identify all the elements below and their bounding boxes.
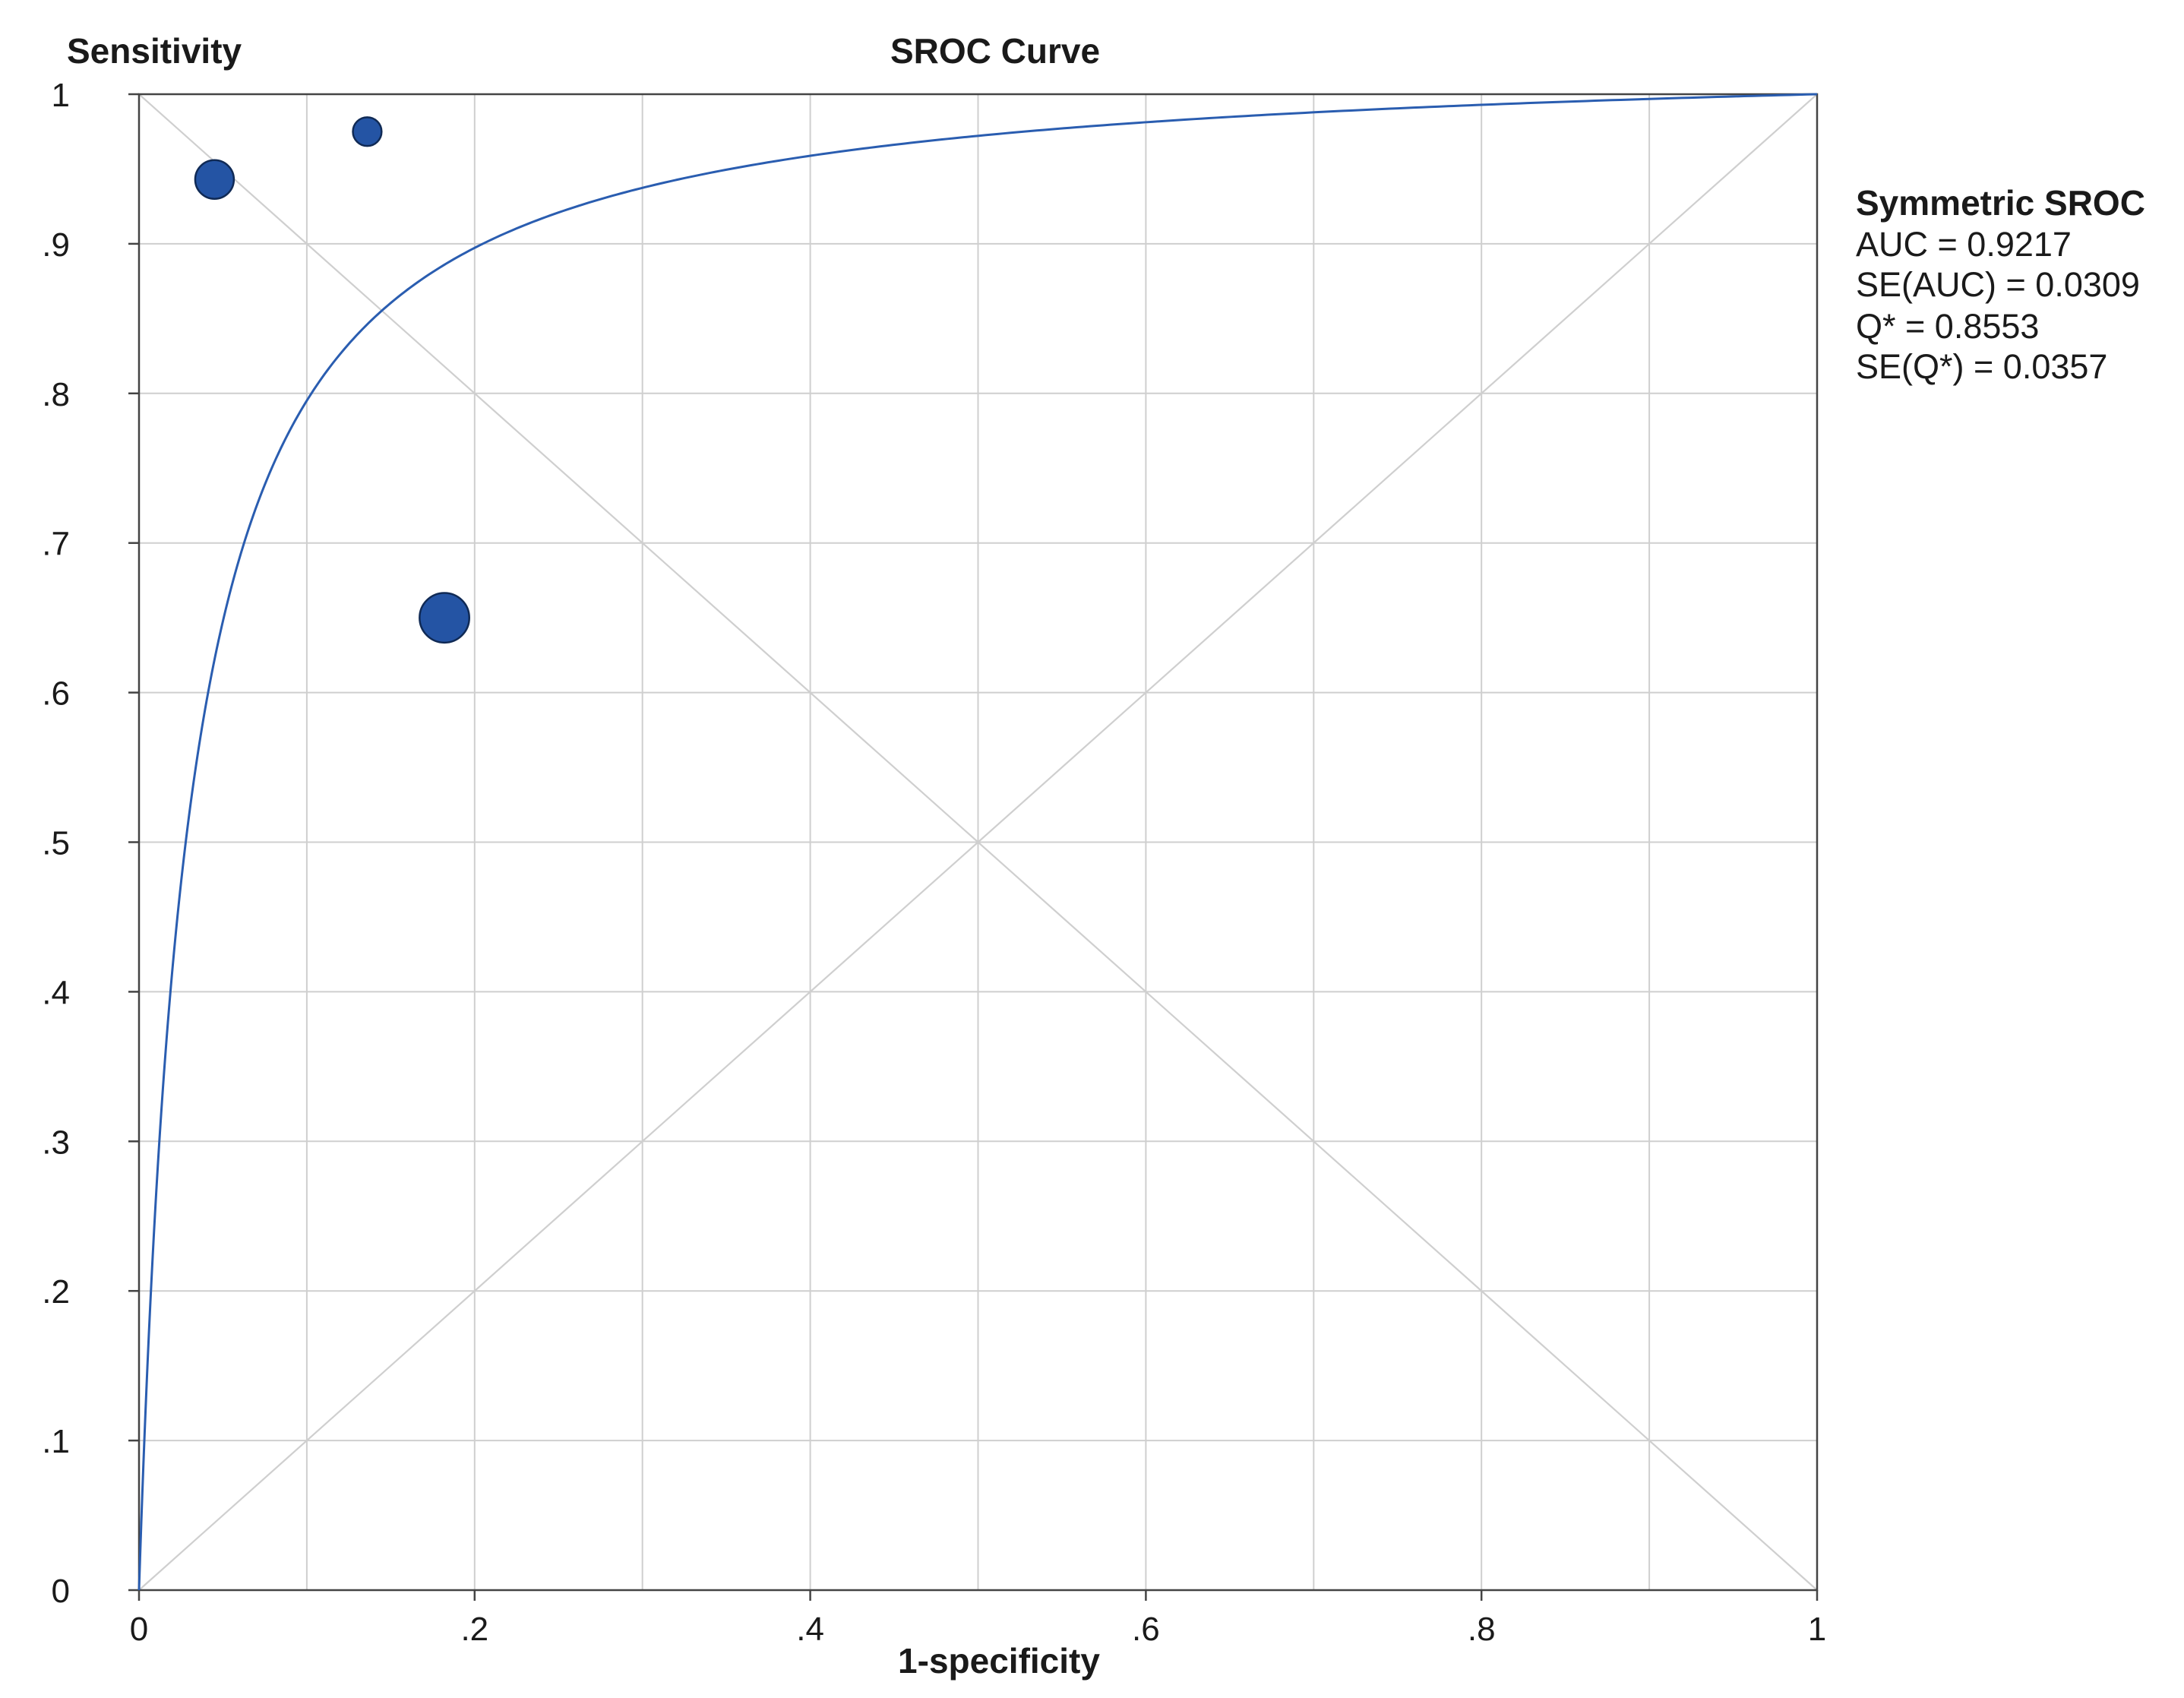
- sroc-curve: [137, 93, 1818, 1590]
- study-points: [194, 116, 470, 644]
- y-tick-label: .5: [42, 825, 70, 862]
- legend-auc: AUC = 0.9217: [1856, 225, 2072, 264]
- y-tick-label: .2: [42, 1273, 70, 1311]
- x-tick-label: .8: [1468, 1611, 1496, 1648]
- x-tick-label: 1: [1808, 1611, 1826, 1648]
- y-tick-label: .4: [42, 974, 70, 1011]
- y-tick-label: .3: [42, 1124, 70, 1161]
- x-tick-label: 0: [130, 1611, 148, 1648]
- y-tick-label: .9: [42, 226, 70, 264]
- y-axis-label: Sensitivity: [67, 31, 242, 71]
- study-point: [419, 592, 470, 644]
- legend-se-q-star: SE(Q*) = 0.0357: [1856, 347, 2107, 386]
- legend-title: Symmetric SROC: [1856, 183, 2145, 223]
- reference-lines: [138, 93, 1818, 1591]
- x-tick-label: .2: [460, 1611, 488, 1648]
- x-tick-label: .4: [796, 1611, 824, 1648]
- legend-q-star: Q* = 0.8553: [1856, 307, 2039, 346]
- y-tick-label: .7: [42, 526, 70, 563]
- anti-diagonal-line: [138, 93, 1818, 1591]
- axis-ticks: 0 .2 .4 .6 .8 1 0 .1 .2 .3 .4 .5 .6 .7 .8 .9 1: [42, 77, 1826, 1648]
- y-tick-label: .8: [42, 376, 70, 413]
- y-tick-label: 1: [52, 77, 70, 114]
- y-tick-label: .1: [42, 1423, 70, 1460]
- y-tick-label: .6: [42, 675, 70, 713]
- legend: Symmetric SROC AUC = 0.9217 SE(AUC) = 0.…: [1856, 183, 2145, 386]
- y-tick-label: 0: [52, 1573, 70, 1610]
- x-tick-label: .6: [1132, 1611, 1160, 1648]
- study-point: [352, 116, 383, 147]
- study-point: [194, 159, 235, 200]
- x-axis-label: 1-specificity: [898, 1641, 1100, 1681]
- chart-title: SROC Curve: [890, 31, 1100, 71]
- legend-se-auc: SE(AUC) = 0.0309: [1856, 265, 2140, 304]
